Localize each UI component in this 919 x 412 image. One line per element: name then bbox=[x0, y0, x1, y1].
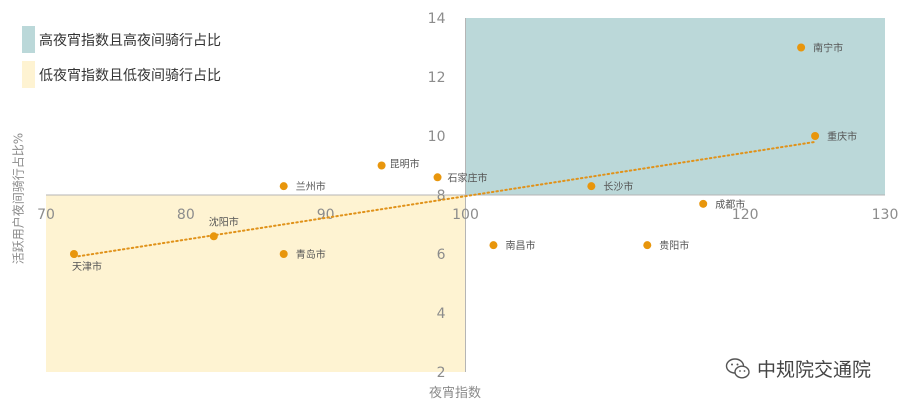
point-3 bbox=[279, 182, 288, 191]
point-label-2: 昆明市 bbox=[390, 158, 420, 171]
legend-label-high: 高夜宵指数且高夜间骑行占比 bbox=[39, 32, 221, 49]
quadrant-region-0 bbox=[465, 18, 885, 195]
x-tick-label-2: 90 bbox=[317, 207, 335, 223]
point-6 bbox=[699, 199, 708, 208]
point-10 bbox=[489, 241, 498, 250]
y-tick-label-2: 10 bbox=[428, 129, 446, 145]
legend-item-low: 低夜宵指数且低夜间骑行占比 bbox=[22, 61, 221, 88]
point-5 bbox=[587, 182, 596, 191]
point-label-4: 石家庄市 bbox=[448, 171, 488, 184]
y-tick-label-1: 12 bbox=[428, 70, 446, 86]
axes: 70 80 90 100 120 130 14 12 10 8 6 4 2 bbox=[37, 11, 898, 381]
watermark: 中规院交通院 bbox=[725, 355, 871, 382]
point-label-11: 贵阳市 bbox=[659, 239, 689, 252]
legend-swatch-high bbox=[22, 26, 35, 53]
point-0 bbox=[797, 43, 806, 52]
x-tick-label-4: 120 bbox=[732, 207, 759, 223]
y-tick-label-4: 6 bbox=[437, 247, 446, 263]
y-axis-label: 活跃用户夜间骑行占比% bbox=[11, 132, 26, 265]
point-2 bbox=[377, 161, 386, 170]
legend-item-high: 高夜宵指数且高夜间骑行占比 bbox=[22, 26, 221, 53]
wechat-icon bbox=[725, 357, 750, 379]
point-11 bbox=[643, 241, 652, 250]
legend-label-low: 低夜宵指数且低夜间骑行占比 bbox=[39, 67, 221, 84]
trendline-group bbox=[72, 140, 817, 258]
y-tick-label-6: 2 bbox=[437, 365, 446, 381]
x-tick-label-5: 130 bbox=[872, 207, 899, 223]
quadrant-region-1 bbox=[46, 195, 466, 372]
watermark-text: 中规院交通院 bbox=[757, 359, 872, 381]
trendline bbox=[72, 140, 817, 258]
point-label-5: 长沙市 bbox=[603, 180, 633, 193]
point-label-3: 兰州市 bbox=[296, 180, 326, 193]
point-7 bbox=[209, 232, 218, 241]
point-9 bbox=[69, 250, 78, 258]
point-label-6: 成都市 bbox=[715, 198, 745, 211]
point-label-9: 天津市 bbox=[72, 260, 102, 273]
point-label-7: 沈阳市 bbox=[209, 215, 239, 228]
point-label-10: 南昌市 bbox=[505, 239, 535, 252]
y-tick-label-5: 4 bbox=[437, 306, 446, 322]
point-8 bbox=[279, 250, 288, 258]
x-axis-label: 夜宵指数 bbox=[428, 386, 481, 401]
x-tick-label-1: 80 bbox=[177, 207, 195, 223]
point-label-1: 重庆市 bbox=[827, 130, 857, 143]
point-label-8: 青岛市 bbox=[296, 248, 326, 261]
point-1 bbox=[811, 132, 820, 140]
x-tick-label-0: 70 bbox=[37, 207, 55, 223]
point-4 bbox=[433, 173, 442, 182]
y-tick-label-0: 14 bbox=[428, 11, 446, 27]
x-tick-label-3: 100 bbox=[452, 207, 479, 223]
point-label-0: 南宁市 bbox=[813, 42, 843, 55]
y-tick-label-3: 8 bbox=[437, 188, 446, 204]
quadrant-regions bbox=[46, 18, 885, 372]
legend-swatch-low bbox=[22, 61, 35, 88]
